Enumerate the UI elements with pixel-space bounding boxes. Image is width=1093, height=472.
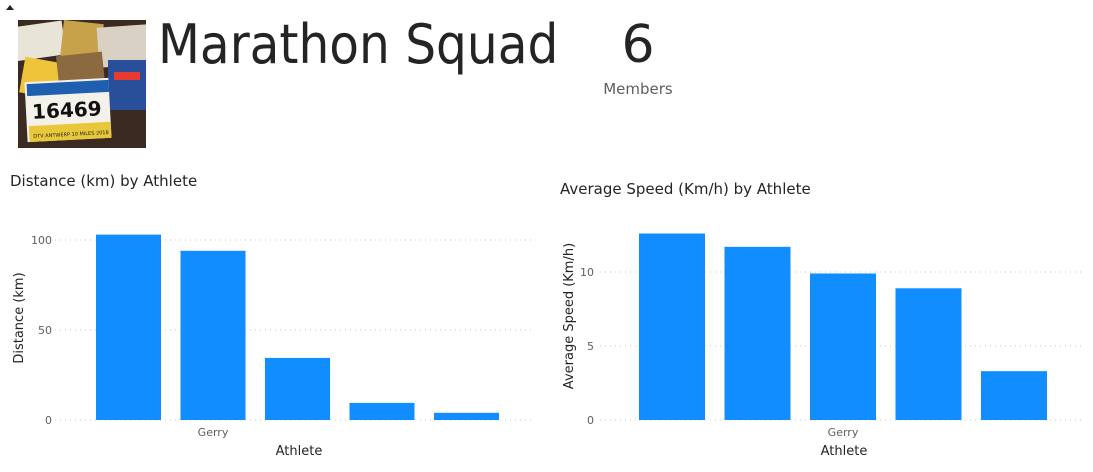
bib-number: 16469 [31,96,102,124]
distance-ytick-label-100: 100 [31,234,52,247]
distance-ytick-label-50: 50 [38,324,52,337]
distance-chart-title: Distance (km) by Athlete [10,172,198,190]
distance-y-axis-title: Distance (km) [12,272,27,363]
speed-ytick-label-10: 10 [580,266,594,279]
bib-caption: DTV ANTWERP 10 MILES 2018 [33,130,109,140]
page-title: Marathon Squad [158,13,559,76]
distance-bar-1 [96,234,161,420]
speed-bar-4 [895,288,962,420]
distance-bar-3 [265,357,330,420]
speed-y-axis-title: Average Speed (Km/h) [562,243,577,389]
race-bibs-image: 16469 DTV ANTWERP 10 MILES 2018 [18,20,146,148]
distance-bar-5 [434,412,499,420]
speed-bar-2 [724,246,791,420]
distance-category-label-2: Gerry [198,426,229,439]
squad-photo: 16469 DTV ANTWERP 10 MILES 2018 [18,20,146,148]
speed-category-label-3: Gerry [828,426,859,439]
speed-ytick-label-5: 5 [587,340,594,353]
members-label: Members [603,80,673,98]
speed-x-axis-title: Athlete [821,444,868,459]
members-count: 6 [621,15,655,75]
speed-bar-5 [981,371,1047,420]
distance-x-axis-title: Athlete [276,444,323,459]
distance-ytick-label-0: 0 [45,414,52,427]
distance-bar-4 [349,402,415,420]
speed-bar-1 [639,233,705,420]
speed-ytick-label-0: 0 [587,414,594,427]
speed-bar-3 [810,273,876,420]
speed-chart-title: Average Speed (Km/h) by Athlete [560,180,811,198]
collapse-caret-icon[interactable] [6,5,14,10]
distance-bar-2 [180,250,246,420]
